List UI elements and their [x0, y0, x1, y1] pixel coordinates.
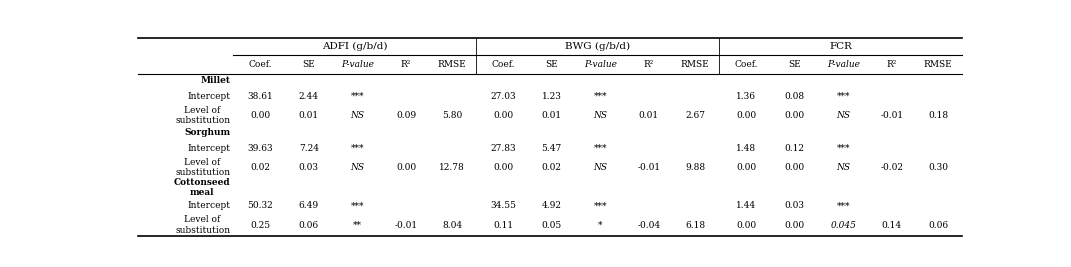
Text: 0.01: 0.01 — [299, 111, 319, 120]
Text: 0.00: 0.00 — [785, 111, 804, 120]
Text: -0.04: -0.04 — [637, 221, 661, 230]
Text: Coef.: Coef. — [248, 60, 272, 69]
Text: 0.03: 0.03 — [299, 163, 319, 172]
Text: ***: *** — [350, 201, 364, 210]
Text: 2.44: 2.44 — [299, 92, 319, 101]
Text: RMSE: RMSE — [923, 60, 952, 69]
Text: NS: NS — [350, 163, 364, 172]
Text: Intercept: Intercept — [187, 201, 230, 210]
Text: SE: SE — [788, 60, 801, 69]
Text: P-value: P-value — [827, 60, 860, 69]
Text: BWG (g/b/d): BWG (g/b/d) — [565, 42, 631, 51]
Text: 0.01: 0.01 — [638, 111, 659, 120]
Text: 1.48: 1.48 — [736, 144, 756, 153]
Text: 1.23: 1.23 — [542, 92, 561, 101]
Text: NS: NS — [593, 111, 607, 120]
Text: 6.18: 6.18 — [685, 221, 705, 230]
Text: Intercept: Intercept — [187, 92, 230, 101]
Text: RMSE: RMSE — [438, 60, 467, 69]
Text: *: * — [598, 221, 603, 230]
Text: 5.80: 5.80 — [442, 111, 463, 120]
Text: -0.01: -0.01 — [880, 111, 903, 120]
Text: ***: *** — [836, 92, 850, 101]
Text: 1.44: 1.44 — [736, 201, 756, 210]
Text: ***: *** — [593, 92, 607, 101]
Text: 27.03: 27.03 — [491, 92, 516, 101]
Text: 0.02: 0.02 — [251, 163, 270, 172]
Text: 0.00: 0.00 — [736, 111, 756, 120]
Text: P-value: P-value — [341, 60, 374, 69]
Text: 0.30: 0.30 — [927, 163, 948, 172]
Text: **: ** — [352, 221, 362, 230]
Text: 12.78: 12.78 — [439, 163, 465, 172]
Text: 0.00: 0.00 — [493, 163, 513, 172]
Text: Sorghum: Sorghum — [184, 128, 230, 137]
Text: Intercept: Intercept — [187, 144, 230, 153]
Text: 0.06: 0.06 — [299, 221, 319, 230]
Text: 0.03: 0.03 — [785, 201, 804, 210]
Text: SE: SE — [302, 60, 315, 69]
Text: NS: NS — [593, 163, 607, 172]
Text: R²: R² — [644, 60, 654, 69]
Text: 0.08: 0.08 — [785, 92, 804, 101]
Text: 0.05: 0.05 — [542, 221, 562, 230]
Text: -0.02: -0.02 — [880, 163, 903, 172]
Text: 0.00: 0.00 — [736, 221, 756, 230]
Text: Coef.: Coef. — [492, 60, 515, 69]
Text: 5.47: 5.47 — [542, 144, 562, 153]
Text: Coef.: Coef. — [735, 60, 758, 69]
Text: 0.06: 0.06 — [927, 221, 948, 230]
Text: 0.00: 0.00 — [396, 163, 416, 172]
Text: Level of
substitution: Level of substitution — [175, 158, 230, 177]
Text: 0.02: 0.02 — [542, 163, 561, 172]
Text: ***: *** — [350, 92, 364, 101]
Text: -0.01: -0.01 — [394, 221, 418, 230]
Text: ***: *** — [593, 144, 607, 153]
Text: 9.88: 9.88 — [685, 163, 705, 172]
Text: Level of
substitution: Level of substitution — [175, 215, 230, 235]
Text: R²: R² — [401, 60, 411, 69]
Text: 0.12: 0.12 — [785, 144, 804, 153]
Text: 6.49: 6.49 — [299, 201, 319, 210]
Text: R²: R² — [887, 60, 897, 69]
Text: 0.09: 0.09 — [396, 111, 416, 120]
Text: 2.67: 2.67 — [685, 111, 705, 120]
Text: NS: NS — [350, 111, 364, 120]
Text: Cottonseed
meal: Cottonseed meal — [174, 178, 230, 197]
Text: 0.00: 0.00 — [736, 163, 756, 172]
Text: ***: *** — [836, 144, 850, 153]
Text: 0.00: 0.00 — [785, 163, 804, 172]
Text: 0.045: 0.045 — [830, 221, 856, 230]
Text: 7.24: 7.24 — [299, 144, 319, 153]
Text: 27.83: 27.83 — [491, 144, 516, 153]
Text: ***: *** — [593, 201, 607, 210]
Text: 1.36: 1.36 — [736, 92, 756, 101]
Text: 34.55: 34.55 — [491, 201, 516, 210]
Text: NS: NS — [836, 163, 850, 172]
Text: ADFI (g/b/d): ADFI (g/b/d) — [322, 42, 388, 51]
Text: ***: *** — [350, 144, 364, 153]
Text: 38.61: 38.61 — [247, 92, 273, 101]
Text: 0.00: 0.00 — [493, 111, 513, 120]
Text: 50.32: 50.32 — [247, 201, 273, 210]
Text: SE: SE — [545, 60, 558, 69]
Text: 8.04: 8.04 — [442, 221, 463, 230]
Text: Millet: Millet — [200, 76, 230, 85]
Text: ***: *** — [836, 201, 850, 210]
Text: 39.63: 39.63 — [247, 144, 273, 153]
Text: 4.92: 4.92 — [542, 201, 561, 210]
Text: 0.25: 0.25 — [251, 221, 270, 230]
Text: P-value: P-value — [584, 60, 617, 69]
Text: 0.00: 0.00 — [785, 221, 804, 230]
Text: RMSE: RMSE — [681, 60, 709, 69]
Text: NS: NS — [836, 111, 850, 120]
Text: FCR: FCR — [829, 42, 853, 51]
Text: 0.14: 0.14 — [881, 221, 902, 230]
Text: 0.18: 0.18 — [927, 111, 948, 120]
Text: 0.01: 0.01 — [542, 111, 562, 120]
Text: -0.01: -0.01 — [637, 163, 661, 172]
Text: 0.11: 0.11 — [493, 221, 513, 230]
Text: 0.00: 0.00 — [251, 111, 270, 120]
Text: Level of
substitution: Level of substitution — [175, 106, 230, 125]
